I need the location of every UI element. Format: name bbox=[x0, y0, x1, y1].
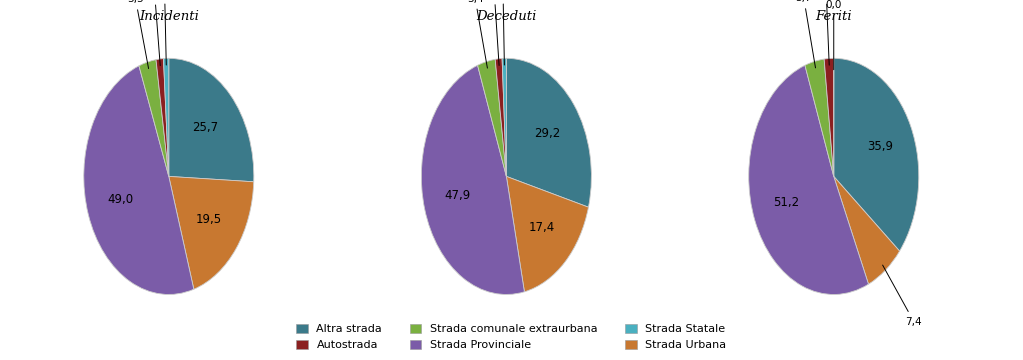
Wedge shape bbox=[495, 58, 506, 176]
Wedge shape bbox=[749, 65, 869, 294]
Legend: Altra strada, Autostrada, Strada comunale extraurbana, Strada Provinciale, Strad: Altra strada, Autostrada, Strada comunal… bbox=[292, 319, 731, 355]
Wedge shape bbox=[825, 58, 834, 176]
Text: 19,5: 19,5 bbox=[196, 213, 222, 226]
Wedge shape bbox=[834, 58, 919, 251]
Wedge shape bbox=[502, 58, 506, 176]
Text: 3,3: 3,3 bbox=[127, 0, 148, 68]
Wedge shape bbox=[164, 58, 169, 176]
Title: Incidenti: Incidenti bbox=[139, 10, 198, 23]
Wedge shape bbox=[478, 59, 506, 176]
Text: 17,4: 17,4 bbox=[529, 221, 554, 234]
Text: 0,8: 0,8 bbox=[495, 0, 512, 65]
Text: 29,2: 29,2 bbox=[534, 127, 560, 140]
Text: 0,0: 0,0 bbox=[826, 0, 842, 70]
Wedge shape bbox=[506, 58, 591, 207]
Text: 47,9: 47,9 bbox=[444, 189, 471, 202]
Text: 3,7: 3,7 bbox=[796, 0, 815, 68]
Title: Deceduti: Deceduti bbox=[476, 10, 537, 23]
Text: 49,0: 49,0 bbox=[107, 193, 134, 206]
Text: 25,7: 25,7 bbox=[192, 121, 219, 134]
Wedge shape bbox=[506, 176, 588, 292]
Text: 35,9: 35,9 bbox=[866, 140, 893, 153]
Text: 1,8: 1,8 bbox=[818, 0, 835, 65]
Wedge shape bbox=[169, 176, 254, 289]
Wedge shape bbox=[805, 59, 834, 176]
Wedge shape bbox=[169, 58, 254, 182]
Text: 1,4: 1,4 bbox=[146, 0, 163, 66]
Wedge shape bbox=[139, 60, 169, 176]
Wedge shape bbox=[84, 66, 193, 294]
Wedge shape bbox=[834, 176, 899, 284]
Text: 3,4: 3,4 bbox=[466, 0, 487, 68]
Wedge shape bbox=[157, 59, 169, 176]
Text: 7,4: 7,4 bbox=[883, 265, 922, 327]
Text: 1,3: 1,3 bbox=[486, 0, 502, 66]
Text: 51,2: 51,2 bbox=[773, 197, 800, 210]
Text: 1,0: 1,0 bbox=[157, 0, 173, 65]
Title: Feriti: Feriti bbox=[815, 10, 852, 23]
Wedge shape bbox=[421, 65, 525, 294]
